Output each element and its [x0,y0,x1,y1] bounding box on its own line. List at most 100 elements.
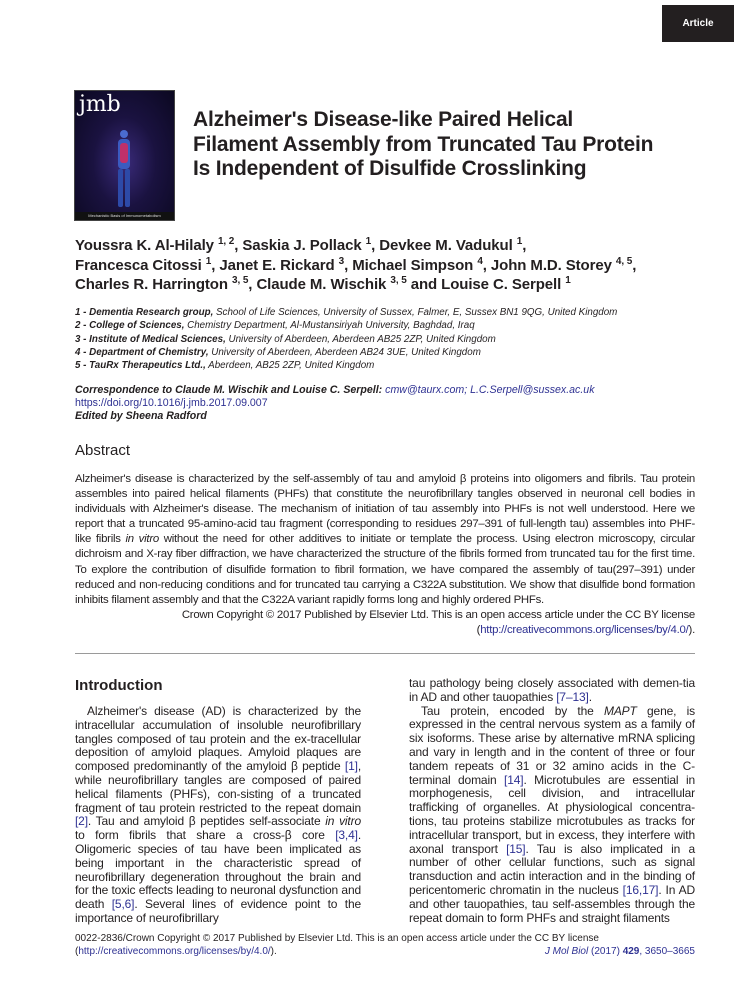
footer-row: (http://creativecommons.org/licenses/by/… [75,945,695,958]
affiliation-text: University of Aberdeen, Aberdeen AB25 2Z… [225,333,496,345]
author-name: John M.D. Storey [490,256,612,274]
reference-link[interactable]: [2] [75,814,88,829]
pages: , 3650–3665 [639,945,695,957]
author-name: Devkee M. Vadukul [379,237,513,254]
affiliation-label: 5 - TauRx Therapeutics Ltd., [75,360,206,372]
text-run: Alzheimer's disease (AD) is characterize… [75,704,361,774]
affiliation: 2 - College of Sciences, Chemistry Depar… [75,319,725,332]
section-divider [75,653,695,655]
author-separator: , [234,237,243,254]
reference-link[interactable]: [14] [504,772,524,787]
affiliation-text: Aberdeen, AB25 2ZP, United Kingdom [205,360,375,372]
journal-citation[interactable]: J Mol Biol (2017) 429, 3650–3665 [545,945,695,958]
paren: ( [75,945,79,957]
affiliation-text: School of Life Sciences, University of S… [213,307,618,318]
issn-copyright: 0022-2836/Crown Copyright © 2017 Publish… [75,932,599,944]
affiliation-marker: 1 [205,255,212,267]
author-name: Youssra K. Al-Hilaly [75,237,214,254]
article-title: Alzheimer's Disease-like Paired Helical … [193,108,654,180]
volume: 429 [622,945,640,957]
affiliation-label: 4 - Department of Chemistry, [75,346,209,358]
affiliation-text: University of Aberdeen, Aberdeen AB24 3U… [208,346,481,358]
text-run: Alzheimer's disease is characterized by … [75,473,695,546]
reference-link[interactable]: [1] [344,759,358,774]
author-separator: and [406,276,442,293]
author-separator: , [211,256,220,274]
article-body: Abstract Alzheimer's disease is characte… [75,441,695,958]
affiliation-label: 2 - College of Sciences, [75,320,185,332]
correspondence: Correspondence to Claude M. Wischik and … [75,384,725,424]
copyright-text: Crown Copyright © 2017 Published by Else… [181,608,695,621]
author-name: Janet E. Rickard [219,256,335,274]
text-run: . Several lines of evidence point to the… [75,897,361,925]
email-separator: ; [464,384,468,396]
affiliation-label: 3 - Institute of Medical Sciences, [75,333,226,345]
abstract-text: Alzheimer's disease is characterized by … [75,472,695,608]
affiliation: 4 - Department of Chemistry, University … [75,346,725,359]
reference-link[interactable]: [5,6] [111,897,135,912]
affiliation-marker: 1 [565,275,571,286]
author-separator: , [522,237,527,254]
paren: ). [270,945,277,957]
edited-by: Edited by Sheena Radford [75,410,207,423]
author-separator: , [344,256,353,274]
text-run: . Tau and amyloid β peptides self-associ… [87,814,326,829]
italic-text: MAPT [603,703,637,718]
author-list: Youssra K. Al-Hilaly 1, 2, Saskia J. Pol… [75,236,735,295]
paragraph: tau pathology being closely associated w… [409,676,695,705]
author-name: Francesca Citossi [75,256,202,274]
email-link-1[interactable]: cmw@taurx.com [385,384,465,396]
footer-license-link[interactable]: http://creativecommons.org/licenses/by/4… [78,945,271,957]
italic-text: in vitro [325,814,361,829]
italic-text: in vitro [125,533,160,546]
affiliation-marker: 4 [477,255,483,267]
affiliation-marker: 1, 2 [217,236,235,247]
paragraph: Alzheimer's disease (AD) is characterize… [75,704,361,926]
paragraph: Tau protein, encoded by the MAPT gene, i… [409,703,696,926]
text-run: Tau protein, encoded by the [421,703,604,718]
author-name: Claude M. Wischik [256,276,387,293]
text-run: without the need for other additives to … [75,533,695,606]
journal-logo: jmb [79,92,121,117]
affiliation-label: 1 - Dementia Research group, [75,307,214,318]
author-name: Michael Simpson [352,256,474,274]
text-run: to form fibrils that share a cross-β cor… [75,828,336,843]
introduction-heading: Introduction [75,677,163,695]
affiliation-marker: 1 [365,236,372,247]
reference-link[interactable]: [16,17] [622,882,659,897]
paren: ). [688,623,696,636]
page-footer: 0022-2836/Crown Copyright © 2017 Publish… [75,932,695,958]
footer-license: (http://creativecommons.org/licenses/by/… [75,945,277,958]
license-line: (http://creativecommons.org/licenses/by/… [75,623,696,638]
affiliation-marker: 4, 5 [615,255,633,267]
author-name: Charles R. Harrington [75,276,228,293]
text-run: . [588,689,592,704]
reference-link[interactable]: [7–13] [556,689,589,704]
body-column-left: Introduction Alzheimer's disease (AD) is… [75,677,361,926]
reference-link[interactable]: [3,4] [335,828,358,843]
affiliation-marker: 3 [338,255,345,267]
affiliation-marker: 3, 5 [390,275,407,286]
text-run: . Tau is also implicated in a number of … [409,841,695,897]
author-separator: , [371,237,380,254]
text-run: tau pathology being closely associated w… [409,676,695,704]
doi-link[interactable]: https://doi.org/10.1016/j.jmb.2017.09.00… [75,397,268,410]
reference-link[interactable]: [15] [506,841,526,856]
paren: ( [476,623,481,636]
body-columns: Introduction Alzheimer's disease (AD) is… [75,676,696,926]
affiliation-marker: 1 [516,236,523,247]
text-run: . Microtubules are essential in morphoge… [409,772,695,856]
email-link-2[interactable]: L.C.Serpell@sussex.ac.uk [470,384,595,396]
journal-name: J Mol Biol [544,945,589,957]
journal-cover-image: jmb Mechanistic Basis of Immunometabolis… [74,90,175,221]
license-link[interactable]: http://creativecommons.org/licenses/by/4… [480,623,689,636]
cover-tagline: Mechanistic Basis of Immunometabolism [75,212,174,220]
body-column-right: tau pathology being closely associated w… [409,676,696,926]
text-run: . In AD and other tauopathies, tau self-… [409,882,695,925]
text-run: gene, is expressed in the central nervou… [409,703,696,787]
author-name: Saskia J. Pollack [242,237,362,254]
affiliation: 5 - TauRx Therapeutics Ltd., Aberdeen, A… [75,359,725,372]
author-separator: , [248,276,257,293]
author-separator: , [482,256,491,274]
affiliations: 1 - Dementia Research group, School of L… [75,306,725,372]
